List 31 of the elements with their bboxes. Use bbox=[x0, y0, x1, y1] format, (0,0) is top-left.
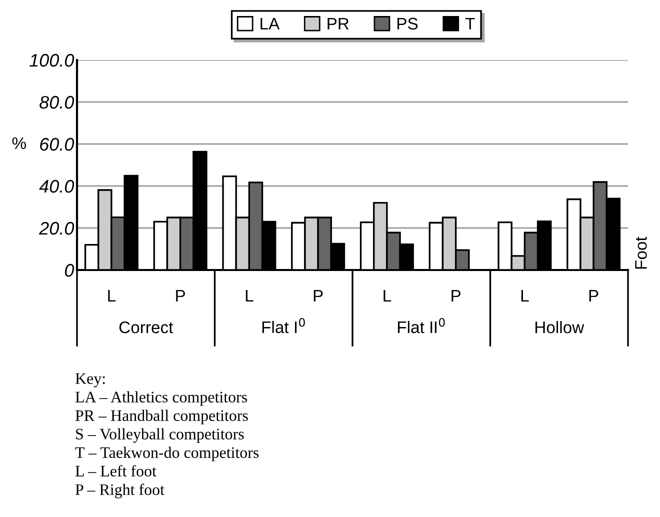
text: S – Volleyball competitors bbox=[76, 428, 244, 443]
x-tick-label: L bbox=[246, 290, 254, 302]
y-axis-title: % bbox=[12, 137, 26, 150]
x-tick-label: P bbox=[176, 290, 185, 302]
y-tick-label: 60.0 bbox=[40, 138, 74, 151]
legend-label: T bbox=[465, 18, 475, 30]
y-tick-label: 20.0 bbox=[38, 222, 74, 235]
text: Key: bbox=[75, 373, 105, 388]
legend-label: PS bbox=[397, 18, 418, 30]
legend-label: LA bbox=[260, 18, 280, 30]
x-tick-label: L bbox=[108, 290, 116, 302]
text: Foot bbox=[635, 236, 647, 269]
text: Correct bbox=[119, 321, 174, 334]
x-tick-label: P bbox=[314, 290, 323, 302]
text: PR – Handball competitors bbox=[75, 410, 248, 424]
text: P – Right foot bbox=[75, 484, 164, 498]
text: Hollow bbox=[535, 321, 584, 334]
text: L – Left foot bbox=[75, 465, 156, 476]
x-tick-label: P bbox=[452, 290, 460, 302]
legend-label: PR bbox=[328, 18, 349, 30]
text: Flat II$^{0}$ bbox=[398, 318, 445, 334]
x-tick-label: L bbox=[384, 290, 392, 302]
y-tick-label: 0 bbox=[64, 264, 74, 277]
text: T – Taekwon-do competitors bbox=[75, 446, 259, 462]
y-tick-label: 80.0 bbox=[40, 96, 74, 109]
x-tick-label: L bbox=[521, 290, 529, 302]
text: Flat I$^{0}$ bbox=[262, 318, 305, 334]
text: LA – Athletics competitors bbox=[75, 391, 247, 406]
y-tick-label: 40.0 bbox=[39, 180, 74, 193]
y-tick-label: 100.0 bbox=[30, 54, 74, 67]
x-tick-label: P bbox=[589, 290, 598, 302]
